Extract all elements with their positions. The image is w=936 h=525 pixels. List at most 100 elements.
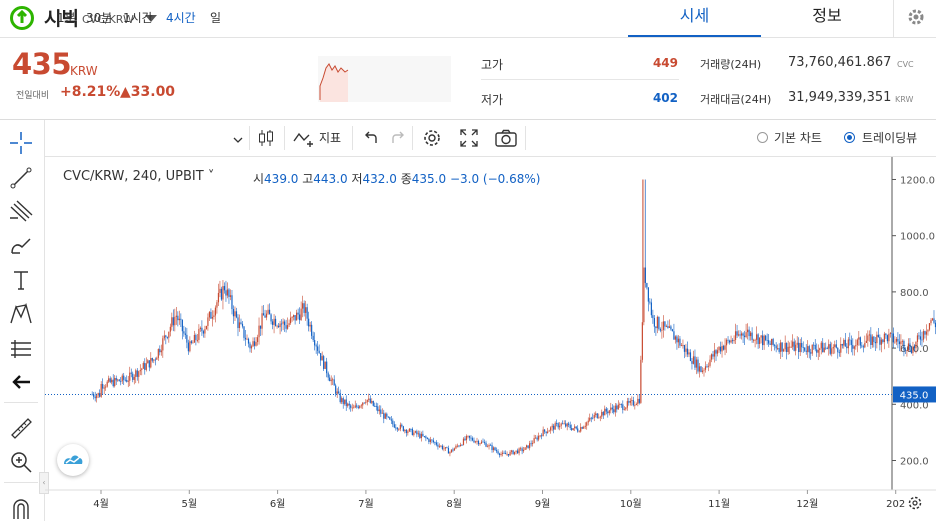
candle-body: [916, 335, 919, 342]
indicator-icon[interactable]: [292, 127, 314, 149]
candle-body: [673, 331, 675, 340]
time-axis-settings-gear-icon[interactable]: [906, 494, 924, 512]
candle-body: [880, 339, 882, 345]
back-arrow-icon[interactable]: [6, 367, 36, 397]
zoom-in-icon[interactable]: [6, 447, 36, 477]
candle-body: [465, 436, 468, 441]
candle-body: [250, 346, 253, 349]
pattern-tool-icon[interactable]: [6, 299, 36, 329]
interval-day[interactable]: 일: [210, 11, 222, 25]
candle-body: [846, 346, 848, 349]
price-chart[interactable]: 200.0 400.0 600.0 800.0 1000.0 1200.0 4월 5월 6월 7월…: [45, 157, 936, 521]
candle-body: [425, 436, 427, 439]
candle-body: [338, 391, 340, 394]
interval-more-chevron-icon[interactable]: [232, 131, 244, 150]
candle-body: [405, 429, 407, 433]
candle-body: [118, 379, 120, 382]
measure-range-icon[interactable]: [6, 334, 36, 364]
screenshot-camera-icon[interactable]: [494, 127, 517, 149]
candle-body: [763, 335, 765, 346]
candle-body: [874, 341, 876, 344]
candle-body: [268, 309, 271, 315]
candle-body: [109, 378, 111, 383]
candle-body: [207, 317, 209, 326]
candle-body: [664, 321, 666, 327]
legend-symbol-text: CVC/KRW, 240, UPBIT: [63, 169, 204, 184]
candle-body: [652, 315, 654, 319]
crosshair-icon[interactable]: [6, 128, 36, 158]
redo-icon[interactable]: [386, 127, 408, 149]
candle-body: [605, 408, 607, 412]
candle-body: [112, 379, 114, 387]
settings-gear-icon[interactable]: [905, 6, 927, 28]
candle-body: [775, 345, 777, 349]
indicator-label[interactable]: 지표: [319, 131, 342, 145]
candle-body: [129, 372, 131, 381]
tradingview-logo-icon[interactable]: [57, 444, 89, 476]
candle-body: [828, 344, 830, 349]
candle-body: [330, 379, 332, 382]
interval-30m[interactable]: 30분: [86, 11, 113, 25]
candle-body: [193, 334, 195, 343]
candle-body: [574, 426, 576, 429]
chart-settings-gear-icon[interactable]: [421, 127, 443, 149]
tab-quote[interactable]: 시세: [628, 0, 761, 37]
candle-body: [748, 329, 750, 337]
candle-body: [148, 360, 150, 368]
candle-body: [509, 451, 511, 456]
candle-body: [623, 409, 625, 411]
candle-body: [563, 423, 565, 425]
candle-body: [172, 317, 174, 326]
candle-body: [852, 344, 854, 349]
candle-body: [491, 445, 493, 451]
chart-symbol-legend[interactable]: CVC/KRW, 240, UPBIT ˅: [63, 169, 214, 184]
candle-body: [634, 404, 636, 406]
magnet-icon[interactable]: [6, 491, 36, 521]
candle-body: [820, 342, 822, 349]
text-tool-icon[interactable]: [6, 265, 36, 295]
interval-1m[interactable]: 1분: [57, 11, 76, 25]
candle-body: [722, 345, 725, 350]
candle-body: [279, 323, 281, 328]
candle-body: [768, 340, 770, 344]
candle-body: [429, 439, 432, 442]
candle-body: [670, 326, 672, 330]
candle-body: [608, 410, 610, 414]
candle-body: [246, 338, 248, 340]
candle-body: [787, 346, 789, 353]
candle-body: [691, 361, 693, 364]
basic-chart-label[interactable]: 기본 차트: [774, 131, 822, 145]
basic-chart-radio[interactable]: [757, 132, 768, 143]
candle-body: [769, 343, 771, 345]
candle-body: [661, 329, 663, 331]
ruler-icon[interactable]: [6, 413, 36, 443]
candle-body: [804, 347, 806, 351]
collapse-toolbar-handle[interactable]: ‹: [39, 472, 49, 494]
candle-body: [662, 321, 665, 330]
candle-body: [697, 359, 699, 372]
tab-info[interactable]: 정보: [812, 6, 842, 25]
candle-body: [790, 346, 792, 348]
interval-1h[interactable]: 1시간: [123, 11, 153, 25]
coin-select-caret-icon[interactable]: [145, 15, 157, 22]
fib-tool-icon[interactable]: [6, 197, 36, 227]
candle-body: [195, 334, 197, 341]
candle-body: [389, 417, 391, 420]
tradingview-label[interactable]: 트레이딩뷰: [862, 131, 918, 145]
candle-style-icon[interactable]: [255, 127, 277, 149]
price-unit: KRW: [70, 64, 98, 78]
candle-body: [577, 428, 579, 432]
trend-line-icon[interactable]: [6, 163, 36, 193]
interval-4h[interactable]: 4시간: [166, 11, 196, 25]
candle-body: [329, 377, 331, 382]
candle-body: [217, 292, 220, 303]
fullscreen-icon[interactable]: [458, 127, 480, 149]
tradingview-radio[interactable]: [844, 132, 855, 143]
brush-icon[interactable]: [6, 231, 36, 261]
candle-body: [368, 398, 370, 400]
candle-body: [258, 325, 260, 338]
candle-body: [659, 328, 661, 331]
undo-icon[interactable]: [361, 127, 383, 149]
candle-body: [150, 358, 152, 368]
